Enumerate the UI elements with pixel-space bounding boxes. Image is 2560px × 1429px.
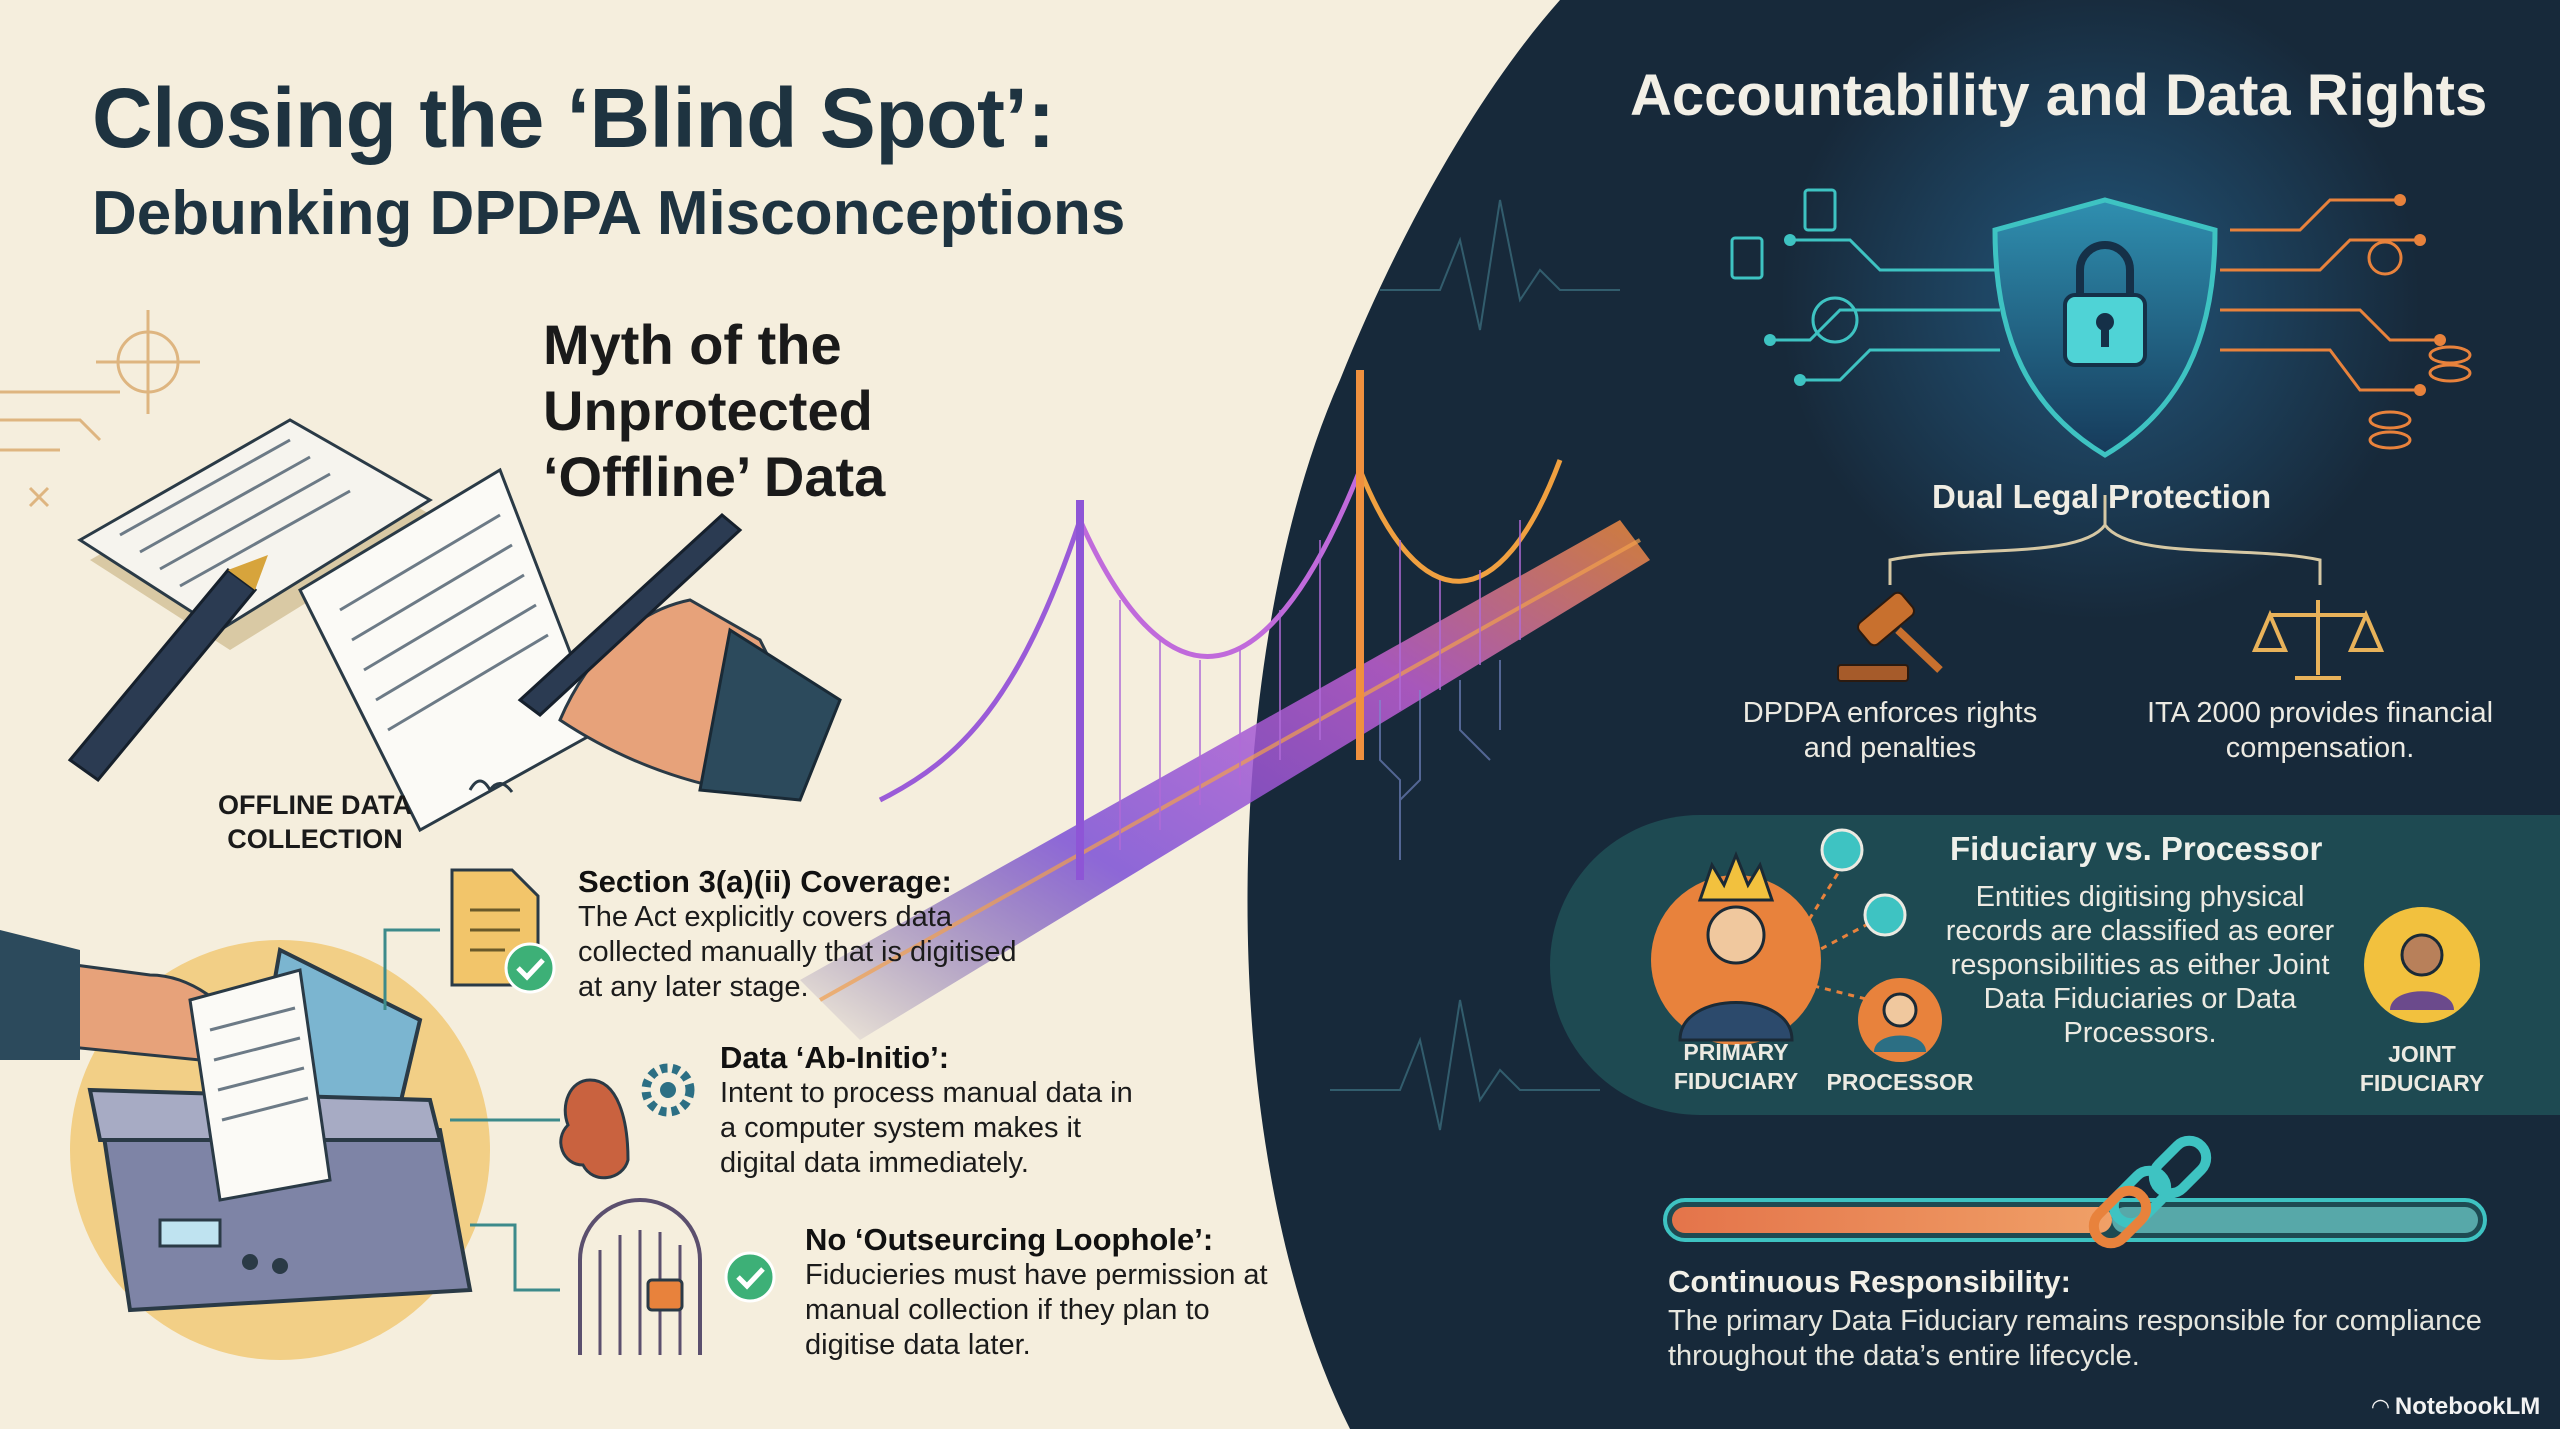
section-coverage-heading: Section 3(a)(ii) Coverage: xyxy=(578,864,952,899)
loophole-body: Fiducieries must have permission at manu… xyxy=(805,1259,1268,1361)
myth-title: Myth of the Unprotected ‘Offline’ Data xyxy=(543,313,886,508)
processor-label: PROCESSOR xyxy=(1826,1069,1974,1095)
section-coverage-block: Section 3(a)(ii) Coverage: The Act expli… xyxy=(578,864,1018,1005)
page-subtitle: Debunking DPDPA Misconceptions xyxy=(92,179,1126,248)
offline-data-caption: OFFLINE DATA COLLECTION xyxy=(218,790,412,854)
joint-fiduciary-label: JOINT FIDUCIARY xyxy=(2359,1041,2485,1096)
fiduciary-body: Entities digitising physical records are… xyxy=(1945,881,2335,1049)
dpdpa-text: DPDPA enforces rights and penalties xyxy=(1742,697,2038,764)
ab-initio-body: Intent to process manual data in a compu… xyxy=(720,1077,1133,1179)
loophole-heading: No ‘Outseurcing Loophole’: xyxy=(805,1222,1214,1257)
brand-mark: ◠ NotebookLM xyxy=(2372,1393,2540,1421)
page-title: Closing the ‘Blind Spot’: xyxy=(92,71,1055,165)
ita-text: ITA 2000 provides financial compensation… xyxy=(2146,697,2494,764)
primary-fiduciary-label: PRIMARY FIDUCIARY xyxy=(1673,1039,1799,1094)
continuous-heading: Continuous Responsibility: xyxy=(1668,1264,2071,1299)
notebooklm-icon: ◠ xyxy=(2372,1394,2389,1419)
dual-protection-title: Dual Legal Protection xyxy=(1932,478,2272,515)
continuous-body: The primary Data Fiduciary remains respo… xyxy=(1668,1305,2482,1372)
ab-initio-heading: Data ‘Ab-Initio’: xyxy=(720,1040,950,1075)
section-coverage-body: The Act explicitly covers data collected… xyxy=(578,901,1017,1003)
ab-initio-block: Data ‘Ab-Initio’: Intent to process manu… xyxy=(720,1040,1150,1181)
fiduciary-heading: Fiduciary vs. Processor xyxy=(1950,830,2323,867)
right-section-title: Accountability and Data Rights xyxy=(1630,63,2488,128)
brand-label: NotebookLM xyxy=(2394,1393,2541,1420)
loophole-block: No ‘Outseurcing Loophole’: Fiducieries m… xyxy=(805,1222,1285,1363)
